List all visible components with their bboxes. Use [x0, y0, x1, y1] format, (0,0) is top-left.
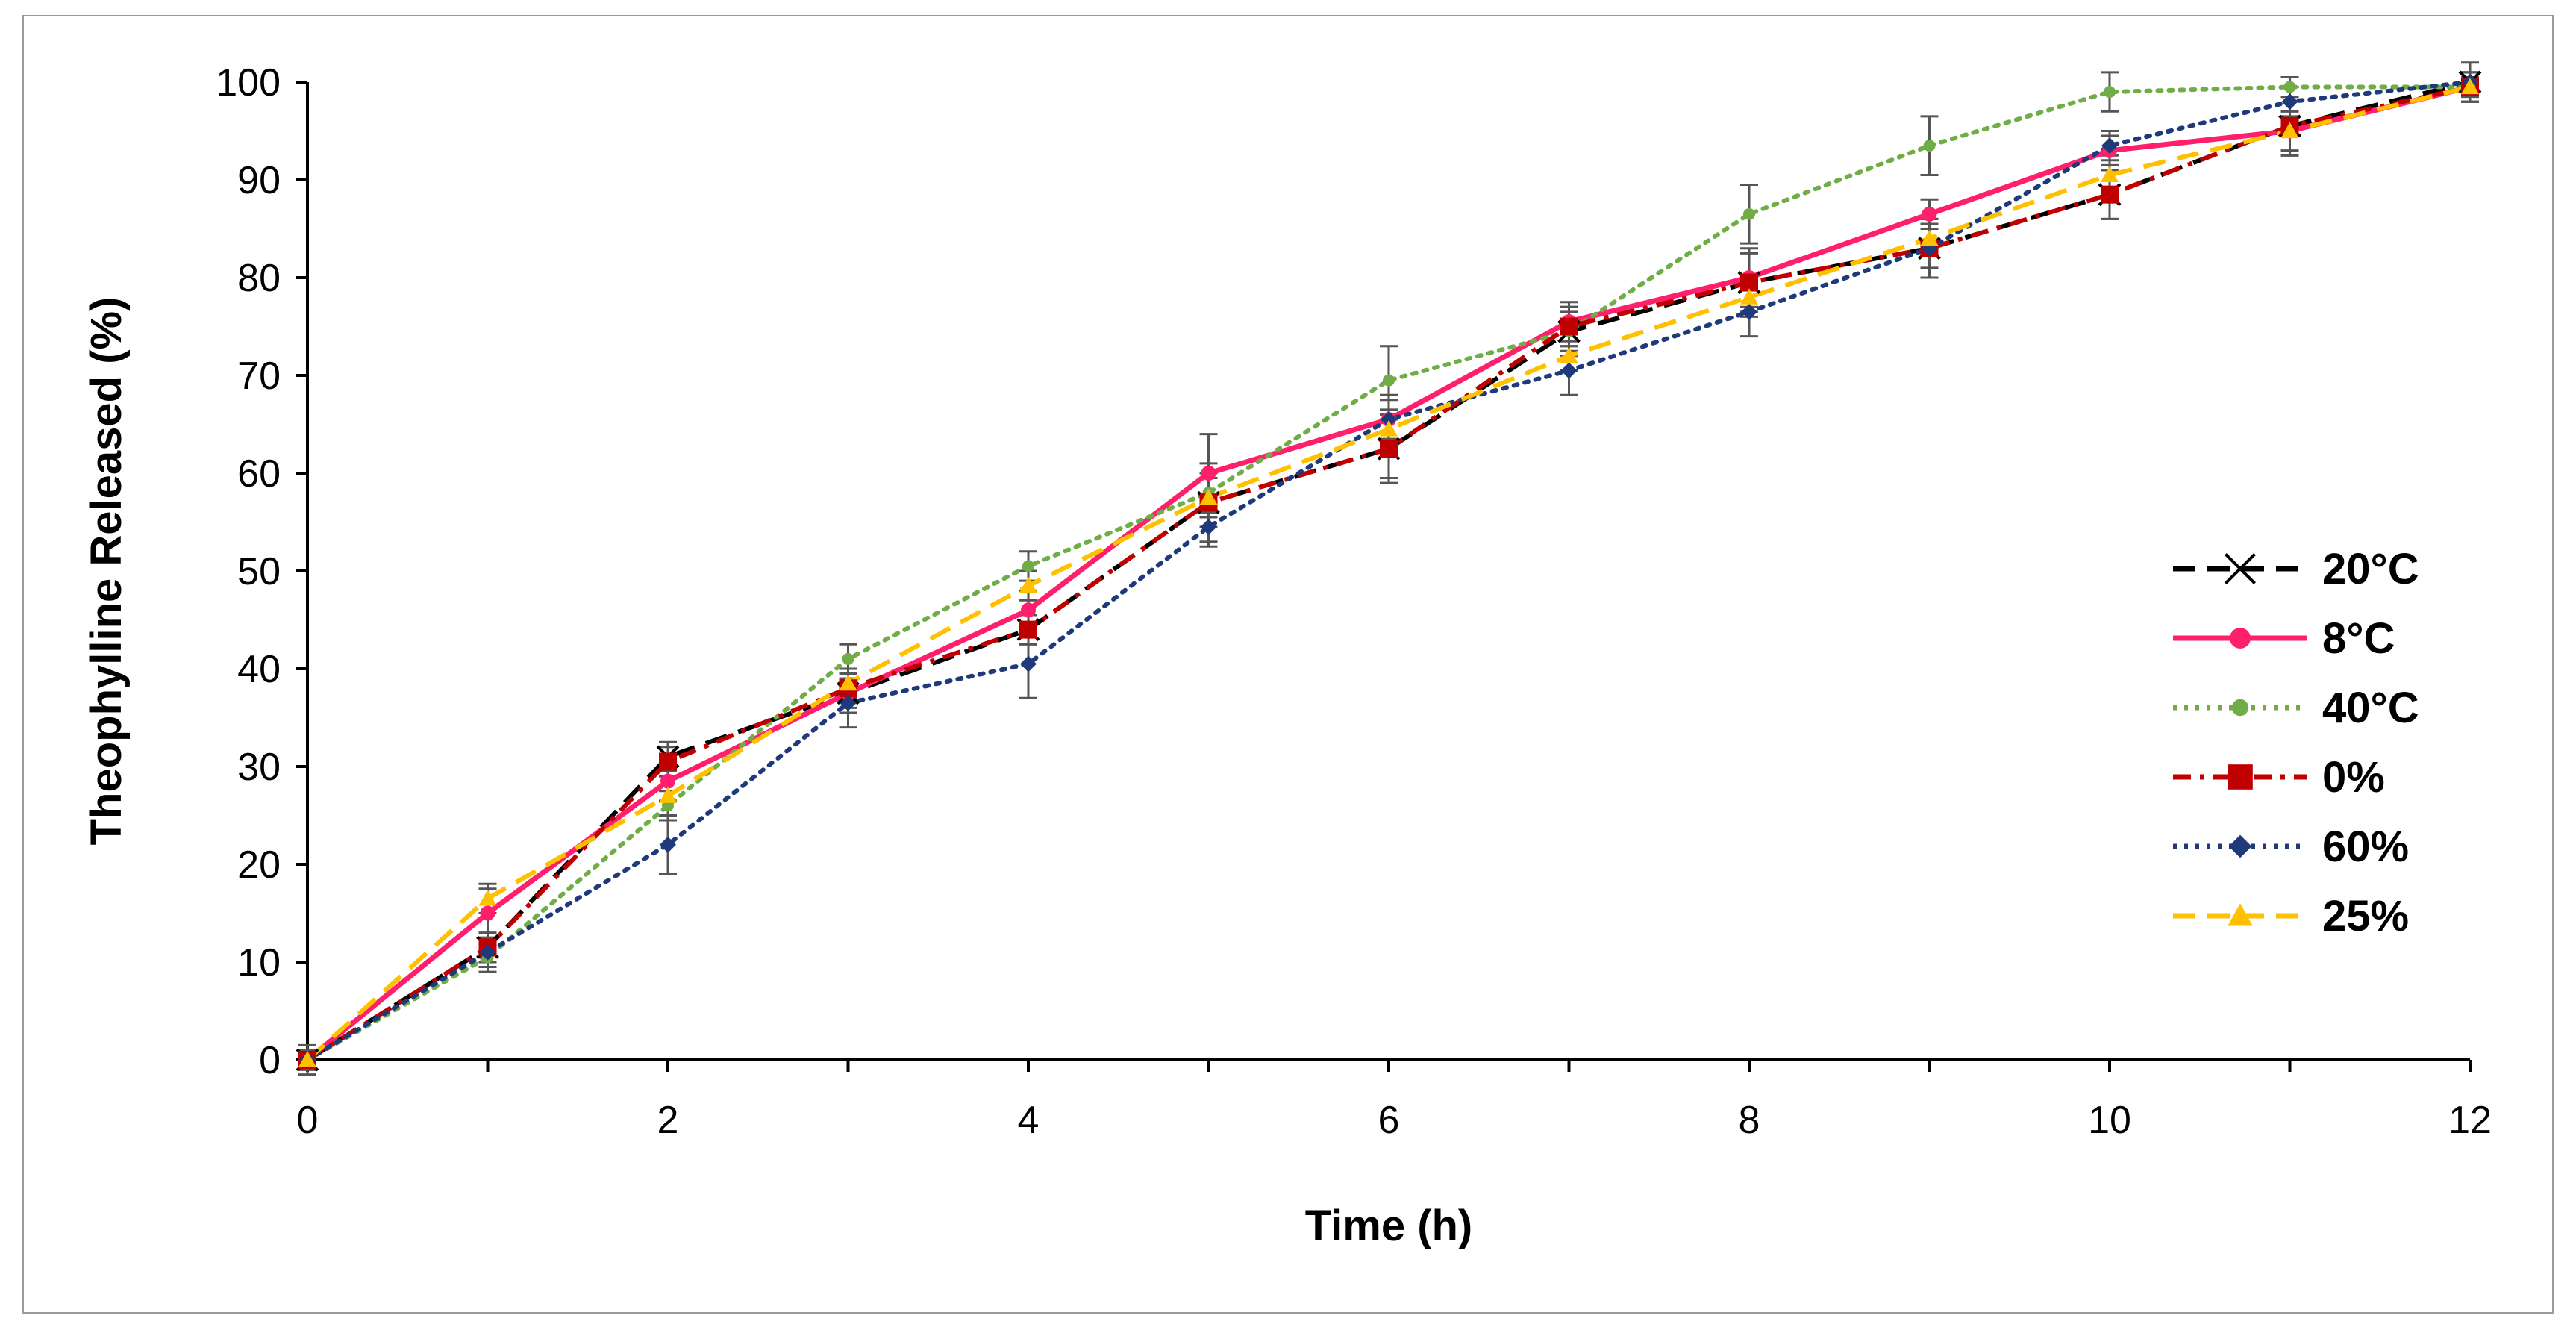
series-line-40c	[305, 84, 2472, 1062]
series-group	[305, 80, 2472, 1062]
x-tick-label: 2	[657, 1099, 679, 1142]
data-point-60pct	[2281, 93, 2298, 110]
y-tick-label: 60	[237, 452, 281, 496]
legend-item-60pct: 60%	[2173, 822, 2409, 871]
legend-label: 25%	[2322, 892, 2409, 940]
legend-item-20c: 20°C	[2173, 545, 2419, 593]
data-point-40c	[1383, 374, 1395, 387]
y-axis-title: Theophylline Released (%)	[82, 297, 131, 846]
legend-label: 40°C	[2322, 684, 2419, 732]
legend-swatch-marker	[2228, 834, 2252, 858]
series-line-60pct	[305, 80, 2472, 1062]
data-point-25pct	[1199, 488, 1218, 505]
data-point-60pct	[1381, 411, 1397, 428]
legend-swatch-marker	[2224, 552, 2257, 585]
data-point-8c	[1021, 602, 1036, 618]
legend-item-0pct: 0%	[2173, 753, 2385, 802]
y-tick-label: 90	[237, 159, 281, 202]
legend-swatch-marker	[2228, 903, 2253, 926]
data-point-60pct	[1560, 362, 1578, 379]
legend-label: 60%	[2322, 822, 2409, 871]
legend: 20°C 8°C 40°C 0% 60% 25%	[2173, 545, 2419, 940]
data-point-40c	[2283, 81, 2296, 93]
legend-swatch-marker	[2230, 628, 2251, 649]
legend-item-40c: 40°C	[2173, 684, 2419, 732]
data-point-8c	[1922, 206, 1937, 222]
axes-group: 0 10 20 30 40 50 60 70 80 90 100 0 2 4 6 8 10 12	[216, 61, 2492, 1142]
y-tick-label: 10	[237, 941, 281, 984]
data-point-25pct	[839, 674, 857, 691]
y-tick-label: 40	[237, 648, 281, 691]
data-point-60pct	[660, 836, 676, 853]
chart-frame: 0 10 20 30 40 50 60 70 80 90 100 0 2 4 6 8 10 12 20°C 8°C 4…	[22, 15, 2554, 1314]
error-bars-group	[298, 61, 2479, 1076]
data-point-40c	[1743, 207, 1755, 220]
data-point-25pct	[1920, 229, 1939, 246]
y-tick-label: 100	[216, 61, 281, 104]
legend-item-25pct: 25%	[2173, 892, 2409, 940]
legend-swatch-marker	[2231, 699, 2249, 717]
data-point-25pct	[659, 787, 677, 803]
chart-svg: 0 10 20 30 40 50 60 70 80 90 100 0 2 4 6 8 10 12 20°C 8°C 4…	[82, 61, 2492, 1250]
data-point-40c	[2104, 86, 2116, 99]
x-tick-label: 12	[2448, 1099, 2492, 1142]
y-tick-label: 0	[259, 1039, 281, 1082]
series-line-25pct	[305, 84, 2471, 1062]
data-point-25pct	[1740, 288, 1758, 305]
x-tick-label: 10	[2088, 1099, 2131, 1142]
y-tick-label: 30	[237, 746, 281, 789]
legend-label: 0%	[2322, 753, 2385, 802]
y-tick-label: 20	[237, 843, 281, 887]
data-point-60pct	[2101, 137, 2118, 154]
data-point-60pct	[1200, 519, 1217, 536]
data-point-25pct	[1380, 420, 1398, 437]
data-point-0pct	[2101, 185, 2119, 204]
data-point-0pct	[1560, 317, 1578, 336]
data-point-40c	[842, 652, 854, 665]
marker-stroke	[2224, 552, 2257, 585]
y-tick-label: 80	[237, 257, 281, 300]
data-point-8c	[1201, 466, 1216, 481]
data-point-60pct	[1020, 655, 1037, 672]
data-point-25pct	[2280, 122, 2299, 139]
data-point-25pct	[1560, 346, 1578, 363]
data-point-0pct	[1019, 620, 1037, 639]
data-point-25pct	[478, 889, 497, 906]
data-point-25pct	[298, 1051, 316, 1067]
data-point-60pct	[840, 694, 857, 711]
data-point-40c	[1923, 140, 1936, 152]
series-line-8c	[305, 84, 2471, 1062]
legend-label: 20°C	[2322, 545, 2419, 593]
x-tick-label: 6	[1378, 1099, 1400, 1142]
legend-item-8c: 8°C	[2173, 614, 2395, 663]
series-line-20c	[306, 80, 2471, 1062]
data-point-25pct	[2101, 166, 2119, 183]
x-axis-title: Time (h)	[1305, 1202, 1473, 1250]
markers-group	[296, 70, 2482, 1072]
data-point-0pct	[659, 752, 677, 771]
data-point-8c	[480, 905, 495, 921]
x-tick-label: 0	[297, 1099, 319, 1142]
y-tick-label: 70	[237, 355, 281, 398]
data-point-25pct	[2461, 78, 2479, 95]
data-point-0pct	[1380, 440, 1398, 458]
data-point-40c	[1022, 560, 1034, 572]
legend-label: 8°C	[2322, 614, 2395, 663]
legend-swatch-marker	[2228, 764, 2253, 790]
x-tick-label: 8	[1739, 1099, 1760, 1142]
y-tick-label: 50	[237, 550, 281, 593]
data-point-60pct	[479, 943, 496, 961]
series-line-0pct	[306, 84, 2471, 1062]
data-point-8c	[660, 773, 675, 789]
x-tick-label: 4	[1018, 1099, 1040, 1142]
data-point-25pct	[1019, 576, 1037, 593]
data-point-60pct	[1741, 303, 1757, 320]
